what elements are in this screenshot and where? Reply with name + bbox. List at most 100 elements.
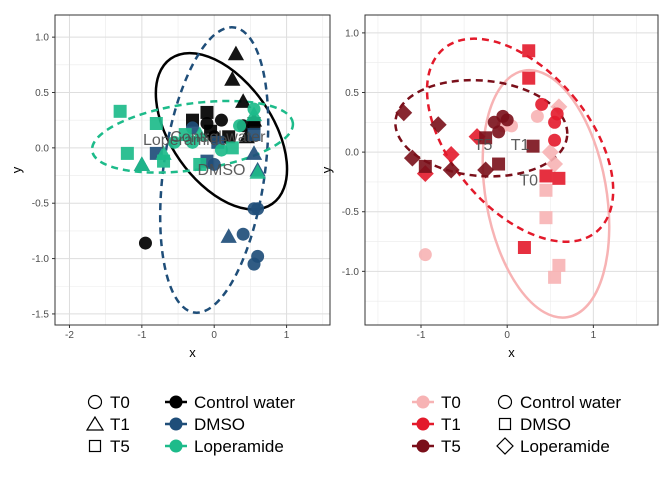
legend-label: T5: [441, 437, 461, 456]
data-point: [247, 128, 261, 142]
y-tick-label: 1.0: [35, 33, 49, 44]
legend-label: T1: [441, 415, 461, 434]
y-tick-label: 0.5: [345, 88, 359, 99]
x-tick-label: 0: [504, 330, 510, 341]
data-point: [204, 124, 218, 138]
data-point: [539, 211, 553, 225]
y-tick-label: 0.5: [35, 88, 49, 99]
legend-label: Loperamide: [194, 437, 284, 456]
data-point: [214, 113, 228, 127]
legend-label: Control water: [520, 393, 621, 412]
data-point: [222, 130, 236, 144]
data-point: [539, 169, 553, 183]
data-point: [220, 228, 237, 243]
x-tick-label: -1: [417, 330, 426, 341]
confidence-ellipse-t1: [425, 37, 615, 243]
data-point: [418, 248, 432, 262]
data-point: [245, 145, 263, 160]
data-point: [200, 105, 214, 119]
data-point: [403, 149, 421, 167]
y-tick-label: 0.0: [35, 143, 49, 154]
right-scatter-panel: T5 T1 T0 -1 0 1 -1.0 -0.5 0.0 0.5 1.0 x y: [319, 14, 659, 360]
legend-label: DMSO: [194, 415, 245, 434]
y-tick-label: -0.5: [32, 199, 50, 210]
data-point: [526, 139, 540, 153]
legend-key-dot: [416, 439, 430, 453]
legend-label: Loperamide: [520, 437, 610, 456]
data-point: [500, 113, 514, 127]
group-label: Control water: [170, 129, 266, 146]
data-point: [247, 257, 261, 271]
x-tick-label: -2: [65, 330, 74, 341]
data-point: [157, 154, 171, 168]
data-point: [249, 164, 266, 179]
data-point: [247, 202, 261, 216]
x-tick-label: 1: [591, 330, 597, 341]
legend-label: T0: [110, 393, 130, 412]
legend-key-dot: [169, 395, 183, 409]
confidence-ellipse-control-water: [154, 51, 289, 211]
data-point: [214, 143, 228, 157]
x-axis-title: x: [189, 345, 196, 360]
data-point: [418, 159, 432, 173]
x-tick-label: -1: [137, 330, 146, 341]
circle-icon: [87, 394, 103, 410]
data-point: [535, 97, 549, 111]
data-point: [225, 141, 239, 155]
y-tick-label: -1.0: [342, 267, 360, 278]
group-label: T5: [474, 137, 493, 154]
legend-label: Control water: [194, 393, 295, 412]
data-point: [442, 161, 460, 179]
data-point: [133, 156, 150, 171]
data-point: [149, 117, 163, 130]
data-point: [227, 45, 245, 61]
group-label: T0: [519, 173, 538, 190]
legend-key-dot: [416, 395, 430, 409]
y-tick-label: 0.0: [345, 148, 359, 159]
data-point: [492, 125, 506, 139]
data-point: [539, 183, 553, 197]
group-label: Loperamide: [143, 132, 228, 149]
data-point: [167, 135, 181, 149]
circle-icon: [497, 394, 513, 410]
data-point: [552, 171, 566, 185]
data-point: [178, 128, 192, 142]
plot-background: [55, 15, 330, 325]
data-point: [224, 71, 241, 86]
diamond-icon: [496, 437, 514, 455]
y-tick-label: -1.0: [32, 254, 50, 265]
panel-border: [54, 14, 331, 326]
left-legend: T0 T1 T5 Control water DMSO Loperamide: [85, 393, 295, 456]
y-axis-title: y: [319, 166, 334, 173]
plot-background: [365, 15, 658, 325]
data-point: [233, 119, 247, 133]
legend-key-dot: [169, 439, 183, 453]
data-point: [548, 270, 562, 284]
right-legend: T0 T1 T5 Control water DMSO Loperamide: [412, 393, 621, 456]
y-axis-title: y: [9, 166, 24, 173]
data-point: [479, 131, 493, 145]
data-point: [138, 236, 152, 250]
square-icon: [88, 439, 102, 453]
data-point: [546, 155, 564, 173]
data-point: [522, 71, 536, 85]
x-axis-title: x: [508, 345, 515, 360]
data-point: [191, 126, 208, 142]
legend-key-dot: [169, 417, 183, 431]
data-point: [552, 258, 566, 272]
legend-label: DMSO: [520, 415, 571, 434]
panel-border: [364, 14, 659, 326]
data-point: [429, 116, 447, 134]
data-point: [113, 104, 127, 118]
confidence-ellipse-t5: [394, 78, 569, 178]
x-tick-label: 1: [284, 330, 290, 341]
data-point: [395, 104, 413, 122]
data-point: [477, 161, 495, 179]
data-point: [235, 93, 252, 108]
square-icon: [498, 417, 512, 431]
group-label: T1: [511, 137, 530, 154]
data-point: [492, 157, 506, 171]
legend-key-dot: [416, 417, 430, 431]
